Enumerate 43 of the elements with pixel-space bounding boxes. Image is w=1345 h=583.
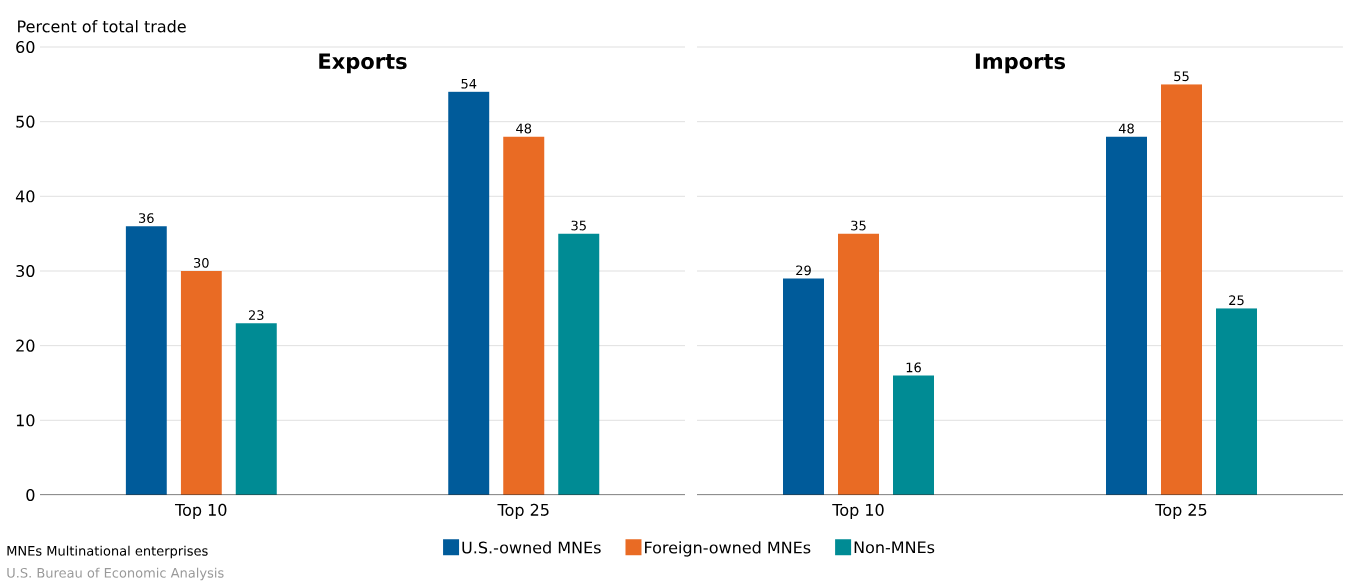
text: U.S. Bureau of Economic Analysis xyxy=(7,567,224,581)
data-label: 54 xyxy=(461,78,477,89)
bar xyxy=(125,226,167,495)
x-tick-label: Top 25 xyxy=(1155,503,1207,519)
data-label: 16 xyxy=(906,362,921,373)
data-label: 30 xyxy=(193,257,209,268)
x-tick-label: Top 10 xyxy=(832,503,884,519)
y-tick-label: 20 xyxy=(16,339,35,352)
y-tick-label: 40 xyxy=(15,190,35,203)
y-tick-label: 60 xyxy=(16,40,35,54)
legend-label: U.S.-owned MNEs xyxy=(462,541,601,554)
legend-label: Non-MNEs xyxy=(854,541,935,554)
bar xyxy=(180,270,222,495)
chart-title: Imports xyxy=(975,53,1066,74)
y-tick-label: 0 xyxy=(26,488,35,502)
data-label: 29 xyxy=(796,265,811,276)
bar xyxy=(1106,136,1147,495)
bar xyxy=(1161,84,1202,495)
data-label: 35 xyxy=(851,220,866,231)
data-label: 23 xyxy=(248,310,264,321)
y-tick-label: 10 xyxy=(16,414,35,427)
bar xyxy=(448,91,490,495)
data-label: 36 xyxy=(138,213,154,223)
y-tick-label: 30 xyxy=(16,264,35,278)
bar xyxy=(503,136,545,495)
legend-label: Foreign-owned MNEs xyxy=(645,541,811,557)
bar xyxy=(893,375,934,495)
data-label: 35 xyxy=(571,220,586,231)
data-label: 25 xyxy=(1229,295,1244,306)
bar xyxy=(783,278,825,495)
data-label: 55 xyxy=(1174,71,1189,82)
y-tick-label: 50 xyxy=(16,115,35,128)
x-tick-label: Top 25 xyxy=(497,503,549,519)
data-label: 48 xyxy=(1118,123,1134,134)
x-tick-label: Top 10 xyxy=(174,503,227,519)
bar xyxy=(558,233,600,495)
data-label: 48 xyxy=(516,123,532,134)
bar xyxy=(838,233,879,495)
bar xyxy=(1216,308,1257,495)
chart-title: Exports xyxy=(319,53,407,74)
text: MNEs Multinational enterprises xyxy=(7,545,208,559)
y-axis-title: Percent of total trade xyxy=(18,20,186,33)
bar xyxy=(235,323,277,495)
